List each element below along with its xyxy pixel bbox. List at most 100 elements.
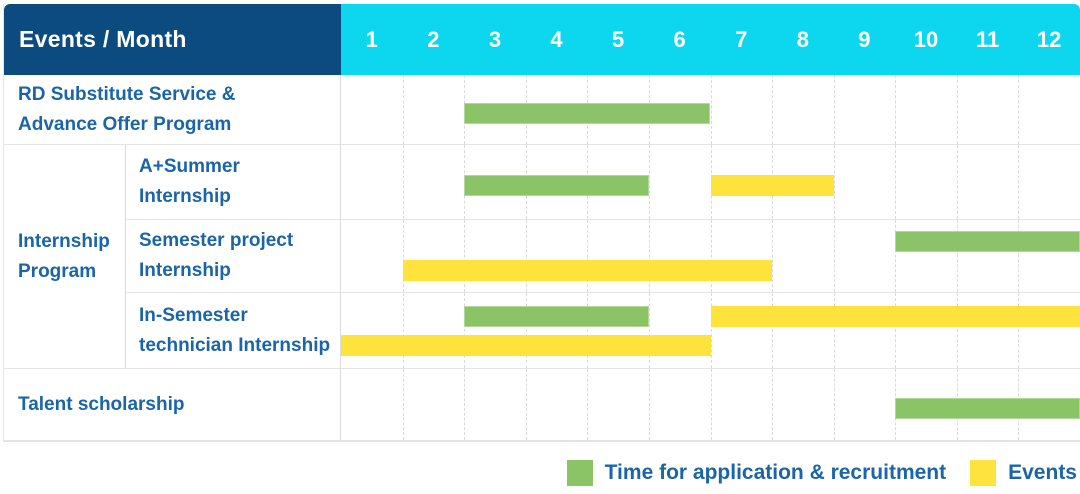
month-gridline xyxy=(833,220,835,292)
events-bar xyxy=(341,334,711,356)
month-header-cell-6: 6 xyxy=(673,26,686,52)
recruitment-bar xyxy=(464,102,711,124)
events-bar xyxy=(402,260,773,281)
timeline-cell xyxy=(341,369,1080,440)
month-gridline xyxy=(710,369,712,440)
row-label-semester-project-internship: Semester project Internship xyxy=(126,220,341,292)
month-gridline xyxy=(648,293,650,368)
row-a-plus-summer-internship: A+Summer Internship xyxy=(126,145,1080,220)
month-gridline xyxy=(833,369,835,440)
month-gridline xyxy=(1018,220,1020,292)
row-label-in-semester-technician-internship: In-Semester technician Internship xyxy=(126,293,341,368)
month-gridline xyxy=(525,220,527,292)
month-gridline xyxy=(956,220,958,292)
recruitment-bar xyxy=(895,231,1080,252)
month-header-cell-10: 10 xyxy=(913,26,939,52)
month-gridline xyxy=(648,220,650,292)
month-gridline xyxy=(525,293,527,368)
month-gridline xyxy=(956,145,958,219)
month-header-cell-11: 11 xyxy=(975,26,1000,52)
label-line: A+Summer xyxy=(139,156,240,177)
month-header-cell-9: 9 xyxy=(858,26,871,52)
row-rd-substitute-service: RD Substitute Service & Advance Offer Pro… xyxy=(4,75,1080,145)
month-gridline xyxy=(587,293,589,368)
month-gridline xyxy=(895,293,897,368)
month-gridline xyxy=(772,220,774,292)
month-gridline xyxy=(772,369,774,440)
month-gridline xyxy=(402,293,404,368)
month-gridline xyxy=(402,220,404,292)
month-gridline xyxy=(895,145,897,219)
month-gridline xyxy=(710,293,712,368)
month-gridline xyxy=(1018,293,1020,368)
row-semester-project-internship: Semester project Internship xyxy=(126,220,1080,293)
month-gridline xyxy=(833,75,835,144)
month-gridline xyxy=(464,220,466,292)
month-gridline xyxy=(833,293,835,368)
events-bar xyxy=(710,175,834,196)
label-line: technician Internship xyxy=(139,334,331,356)
table-body: RD Substitute Service & Advance Offer Pro… xyxy=(4,75,1080,441)
recruitment-bar xyxy=(895,397,1080,419)
month-header-row: 1 2 3 4 5 6 7 8 9 10 11 12 xyxy=(341,4,1080,75)
month-gridline xyxy=(464,369,466,440)
month-gridline xyxy=(710,220,712,292)
label-line: Talent scholarship xyxy=(18,393,185,415)
label-line: RD Substitute Service & xyxy=(18,83,236,105)
legend: Time for application & recruitment Events xyxy=(0,460,1080,486)
row-group-internship-program: Internship Program A+Summer Internship Semes… xyxy=(4,145,1080,369)
month-header-cell-2: 2 xyxy=(427,26,440,52)
month-gridline xyxy=(1018,145,1020,219)
gantt-schedule-table: Events / Month 1 2 3 4 5 6 7 8 9 10 11 12 RD Substi… xyxy=(3,4,1080,442)
month-gridline xyxy=(895,75,897,144)
group-label-internship-program: Internship Program xyxy=(4,145,126,368)
month-gridline xyxy=(402,75,404,144)
month-gridline xyxy=(956,75,958,144)
label-line: Semester project xyxy=(139,230,294,251)
month-header-cell-3: 3 xyxy=(488,26,502,52)
month-gridline xyxy=(772,293,774,368)
recruitment-bar xyxy=(464,305,649,327)
month-gridline xyxy=(587,220,589,292)
label-line: Internship xyxy=(18,230,110,252)
row-in-semester-technician-internship: In-Semester technician Internship xyxy=(126,293,1080,368)
month-gridline xyxy=(648,145,650,219)
events-month-header: Events / Month xyxy=(4,4,341,75)
label-line: Internship xyxy=(139,186,231,207)
month-gridline xyxy=(956,293,958,368)
legend-label-yellow: Events xyxy=(1008,461,1077,484)
row-label-talent-scholarship: Talent scholarship xyxy=(4,369,341,440)
timeline-cell xyxy=(341,75,1080,144)
month-header-cell-8: 8 xyxy=(796,26,809,52)
month-header-cell-4: 4 xyxy=(550,26,563,52)
recruitment-bar xyxy=(464,175,649,196)
table-header-row: Events / Month 1 2 3 4 5 6 7 8 9 10 11 12 xyxy=(4,4,1080,75)
month-header-cell-1: 1 xyxy=(365,26,378,52)
timeline-cell xyxy=(341,145,1080,219)
month-gridline xyxy=(587,369,589,440)
group-children: A+Summer Internship Semester project Intern… xyxy=(126,145,1080,368)
month-gridline xyxy=(648,369,650,440)
events-bar xyxy=(710,305,1080,327)
row-label-a-plus-summer-internship: A+Summer Internship xyxy=(126,145,341,219)
month-gridline xyxy=(772,75,774,144)
timeline-cell xyxy=(341,220,1080,292)
recruitment-swatch-icon xyxy=(566,460,593,486)
legend-label-green: Time for application & recruitment xyxy=(604,461,947,484)
month-gridline xyxy=(895,220,897,292)
legend-item-yellow: Events xyxy=(970,460,1077,486)
label-line: Advance Offer Program xyxy=(18,113,232,135)
month-gridline xyxy=(402,369,404,440)
row-talent-scholarship: Talent scholarship xyxy=(4,369,1080,441)
label-line: In-Semester xyxy=(139,304,248,326)
row-label-rd-substitute-service: RD Substitute Service & Advance Offer Pro… xyxy=(4,75,341,144)
month-gridline xyxy=(710,75,712,144)
month-gridline xyxy=(1018,75,1020,144)
month-header-cell-7: 7 xyxy=(735,26,748,52)
month-gridline xyxy=(525,369,527,440)
month-gridline xyxy=(833,145,835,219)
timeline-cell xyxy=(341,293,1080,368)
month-gridline xyxy=(464,293,466,368)
label-line: Internship xyxy=(139,260,231,281)
month-header-cell-12: 12 xyxy=(1036,26,1062,52)
